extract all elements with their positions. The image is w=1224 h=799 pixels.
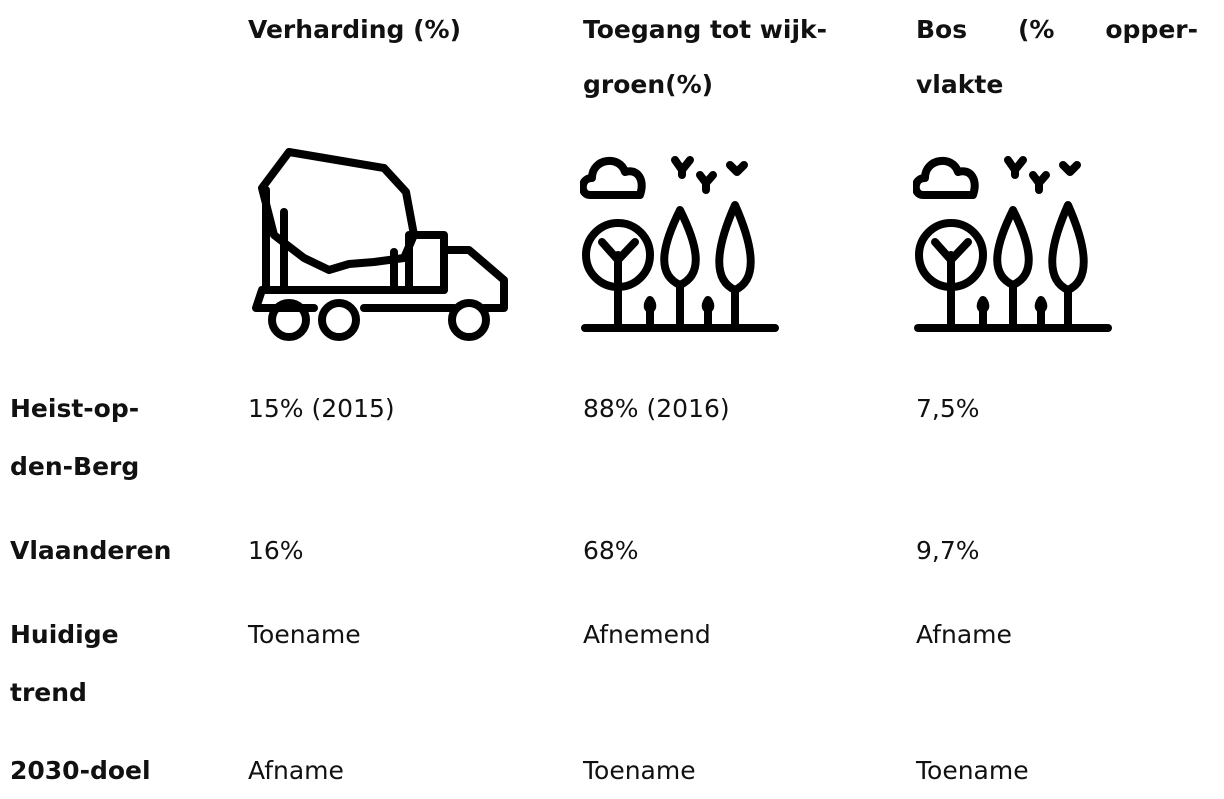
column-header: Bos (% opper-: [916, 15, 1198, 44]
cell: Afnemend: [583, 620, 711, 649]
cell: Toename: [916, 756, 1029, 785]
trees-icon: [913, 150, 1113, 335]
cell: Afname: [916, 620, 1012, 649]
cell: Afname: [248, 756, 344, 785]
cell: 16%: [248, 536, 304, 565]
cell: Toename: [248, 620, 361, 649]
row-label: den-Berg: [10, 452, 140, 481]
cell: Toename: [583, 756, 696, 785]
row-label: trend: [10, 678, 87, 707]
row-label: 2030-doel: [10, 756, 151, 785]
cell: 7,5%: [916, 394, 980, 423]
row-label: Huidige: [10, 620, 119, 649]
column-header: Toegang tot wijk-: [583, 15, 828, 44]
column-header: vlakte: [916, 70, 1004, 99]
column-header: Verharding (%): [248, 15, 462, 44]
truck-icon: [252, 148, 508, 341]
row-label: Vlaanderen: [10, 536, 172, 565]
row-label: Heist-op-: [10, 394, 140, 423]
cell: 68%: [583, 536, 639, 565]
cell: 15% (2015): [248, 394, 395, 423]
cell: 9,7%: [916, 536, 980, 565]
trees-icon: [580, 150, 780, 335]
column-header: groen(%): [583, 70, 714, 99]
cell: 88% (2016): [583, 394, 730, 423]
